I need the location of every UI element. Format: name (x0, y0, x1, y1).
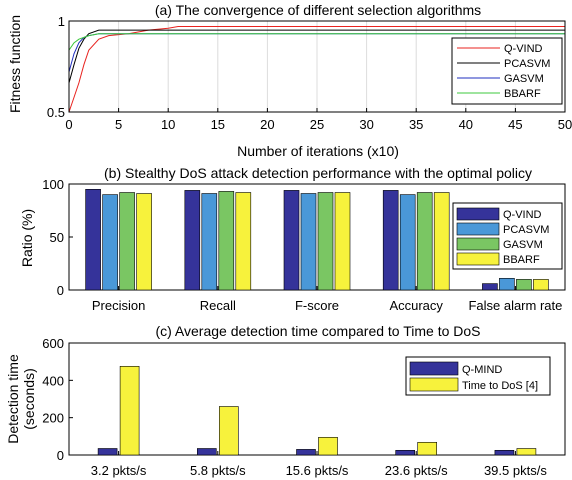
panel-detection-time: (c) Average detection time compared to T… (5, 323, 566, 478)
y-tick-label: 600 (42, 336, 64, 351)
legend-label: Q-VIND (504, 43, 543, 55)
bar-q-vind (482, 283, 498, 291)
bar-q-mind (395, 449, 416, 456)
x-tick-label: 50 (558, 117, 572, 132)
bar-q-mind (197, 448, 217, 456)
bar-gasvm (218, 191, 235, 291)
legend-swatch (456, 252, 500, 266)
y-axis-label-line-1: Detection time (5, 354, 21, 444)
x-tick-label: 0 (65, 117, 72, 132)
legend-label: PCASVM (504, 58, 550, 70)
y-tick-label: 1 (58, 14, 65, 29)
x-tick-label: 5.8 pkts/s (190, 463, 246, 478)
x-tick-label: 20 (260, 117, 274, 132)
bar-gasvm (416, 192, 433, 291)
x-tick-label: 15.6 pkts/s (286, 463, 349, 478)
bar-bbarf (235, 192, 252, 291)
bar-pcasvm (399, 194, 416, 291)
chart-title: (c) Average detection time compared to T… (155, 323, 480, 339)
x-tick-label: Accuracy (389, 298, 443, 313)
x-tick-label: 40 (459, 117, 473, 132)
x-tick-label: 10 (161, 117, 175, 132)
bar-q-vind (382, 190, 399, 291)
legend-label: PCASVM (503, 224, 549, 236)
bar-pcasvm (300, 193, 317, 291)
bar-bbarf (334, 192, 351, 291)
x-tick-label: 23.6 pkts/s (385, 463, 448, 478)
y-tick-label: 400 (42, 373, 64, 388)
bar-q-vind (184, 190, 201, 291)
bar-time-to-dos-4- (318, 436, 338, 456)
y-axis-label: Fitness function (7, 15, 23, 113)
legend-label: GASVM (504, 73, 544, 85)
bar-gasvm (119, 192, 135, 291)
x-tick-label: F-score (295, 298, 339, 313)
legend-swatch (456, 207, 500, 221)
x-tick-label: 45 (508, 117, 522, 132)
bar-q-mind (296, 449, 316, 456)
panel-convergence: (a) The convergence of different selecti… (7, 2, 572, 159)
bar-pcasvm (499, 277, 515, 291)
legend-label: GASVM (503, 239, 543, 251)
chart-title: (b) Stealthy DoS attack detection perfor… (104, 165, 532, 181)
x-tick-label: False alarm rate (468, 298, 562, 313)
x-tick-label: Recall (200, 298, 236, 313)
bar-q-mind (97, 448, 118, 456)
x-tick-label: 39.5 pkts/s (484, 463, 547, 478)
x-tick-label: 25 (310, 117, 324, 132)
x-tick-label: Precision (92, 298, 145, 313)
legend-swatch (409, 377, 459, 392)
y-tick-label: 0 (57, 448, 64, 463)
y-tick-label: 100 (42, 177, 64, 192)
y-axis-label: Ratio (%) (19, 209, 35, 267)
bar-bbarf (433, 192, 450, 291)
y-tick-label: 0.5 (47, 105, 65, 120)
legend-label: Time to DoS [4] (462, 380, 538, 392)
y-tick-label: 50 (50, 230, 64, 245)
bar-q-vind (85, 189, 101, 291)
bar-pcasvm (102, 194, 118, 291)
bar-pcasvm (201, 193, 218, 291)
legend-label: Q-MIND (462, 364, 502, 376)
y-tick-label: 200 (42, 411, 64, 426)
y-axis-label-line-2: (seconds) (21, 368, 37, 429)
bar-time-to-dos-4- (417, 441, 438, 456)
panel-detection-performance: (b) Stealthy DoS attack detection perfor… (19, 165, 566, 313)
y-tick-label: 0 (57, 283, 64, 298)
bar-time-to-dos-4- (119, 365, 140, 456)
legend-swatch (456, 222, 500, 236)
bar-q-mind (494, 449, 515, 456)
x-tick-label: 5 (115, 117, 122, 132)
chart-title: (a) The convergence of different selecti… (155, 2, 481, 18)
x-tick-label: 35 (409, 117, 423, 132)
legend-swatch (456, 237, 500, 251)
series-line-q-vind (68, 26, 565, 113)
bar-gasvm (317, 192, 334, 291)
bar-time-to-dos-4- (219, 406, 239, 456)
bar-bbarf (136, 193, 152, 291)
x-tick-label: 30 (359, 117, 373, 132)
bar-gasvm (516, 279, 532, 291)
legend-swatch (409, 361, 459, 376)
bar-time-to-dos-4- (516, 448, 537, 456)
x-tick-label: 15 (211, 117, 225, 132)
x-axis-label: Number of iterations (x10) (237, 143, 399, 159)
legend-label: BBARF (503, 254, 540, 266)
bar-bbarf (533, 279, 549, 291)
legend-label: Q-VIND (503, 209, 542, 221)
legend-label: BBARF (504, 88, 541, 100)
bar-q-vind (283, 190, 300, 291)
series-line-bbarf (68, 33, 565, 51)
x-tick-label: 3.2 pkts/s (91, 463, 147, 478)
